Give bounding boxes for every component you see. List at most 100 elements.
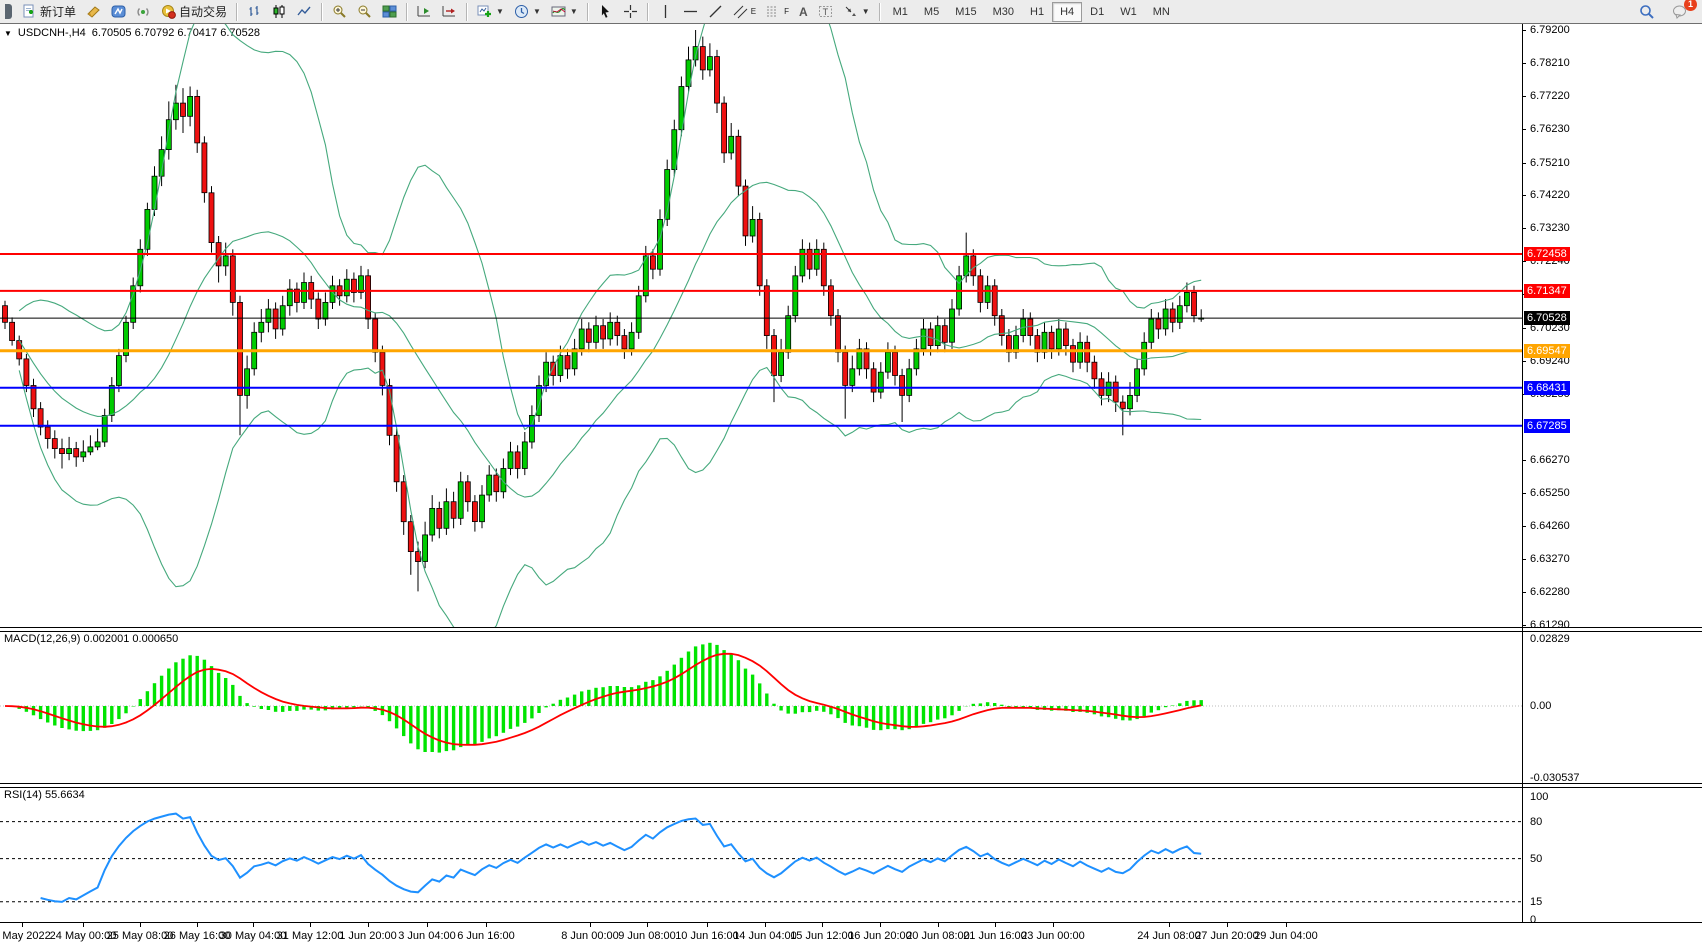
time-tick-label: 31 May 12:00 — [276, 930, 344, 942]
crosshair-icon — [623, 4, 638, 19]
line-chart-icon — [297, 4, 312, 19]
price-tick-label: 6.61290 — [1530, 619, 1570, 631]
signal-icon — [136, 4, 151, 19]
main-toolbar: 新订单 自动交易 — [0, 0, 1702, 24]
timeframe-button-h4[interactable]: H4 — [1052, 1, 1083, 22]
price-tick-label: 6.74220 — [1530, 189, 1570, 201]
timeframe-button-m5[interactable]: M5 — [923, 5, 940, 18]
trendline-tool[interactable] — [703, 1, 728, 22]
signal-button[interactable] — [131, 1, 156, 22]
clock-icon — [514, 4, 529, 19]
trendline-icon — [708, 4, 723, 19]
vertical-line-tool[interactable] — [653, 1, 678, 22]
notifications-button[interactable]: 1 — [1667, 0, 1697, 22]
time-tick-label: 20 Jun 08:00 — [906, 930, 970, 942]
tools-button[interactable] — [81, 1, 106, 22]
time-tick-label: 23 Jun 00:00 — [1021, 930, 1085, 942]
cursor-button[interactable] — [593, 1, 618, 22]
timeframe-button-d1[interactable]: D1 — [1090, 5, 1105, 18]
chart-title: ▼ USDCNH-,H4 6.70505 6.70792 6.70417 6.7… — [4, 27, 260, 39]
chat-bubble-icon — [1672, 4, 1687, 19]
price-tick — [1522, 163, 1526, 164]
search-button[interactable] — [1634, 1, 1659, 22]
timeframe-button-mn[interactable]: MN — [1152, 5, 1170, 18]
zoom-in-icon — [332, 4, 347, 19]
text-tool-letter: A — [799, 4, 808, 19]
timeframe-button-w1[interactable]: W1 — [1120, 5, 1137, 18]
chisel-icon — [86, 4, 101, 19]
price-tick — [1522, 63, 1526, 64]
price-tick-label: 6.78210 — [1530, 57, 1570, 69]
price-tick — [1522, 96, 1526, 97]
price-tick — [1522, 328, 1526, 329]
rsi-panel-separator[interactable] — [0, 783, 1702, 788]
arrows-tool[interactable]: ▼ — [838, 1, 875, 22]
line-chart-type-button[interactable] — [292, 1, 317, 22]
new-order-button[interactable]: 新订单 — [17, 0, 81, 23]
macd-axis-label: 0.00 — [1530, 700, 1552, 712]
periods-button[interactable]: ▼ — [509, 1, 546, 22]
price-axis[interactable]: 6.79200 6.78210 6.77220 6.76230 6.75210 6.742… — [1522, 24, 1702, 926]
templates-button[interactable]: ▼ — [546, 1, 583, 22]
price-tick-label: 6.64260 — [1530, 520, 1570, 532]
tile-windows-button[interactable] — [377, 1, 402, 22]
time-tick-label: 25 May 08:00 — [106, 930, 174, 942]
price-tick — [1522, 361, 1526, 362]
time-tick — [368, 923, 369, 927]
price-tick-label: 6.66270 — [1530, 454, 1570, 466]
macd-panel-separator[interactable] — [0, 627, 1702, 632]
chart-title-ohlc: 6.70505 6.70792 6.70417 6.70528 — [91, 27, 260, 39]
bollinger-middle-line — [18, 181, 1202, 498]
time-tick — [83, 923, 84, 927]
auto-scroll-button[interactable] — [412, 1, 437, 22]
text-tool[interactable]: A — [794, 2, 813, 22]
rsi-canvas[interactable] — [0, 786, 1522, 922]
price-level-badge-6.68431: 6.68431 — [1524, 381, 1570, 395]
fibonacci-tool[interactable]: F — [761, 1, 794, 22]
timeframe-button-m1[interactable]: M1 — [892, 5, 908, 18]
auto-trading-button[interactable]: 自动交易 — [156, 0, 232, 23]
price-tick — [1522, 30, 1526, 31]
equidistant-channel-tool[interactable]: E — [728, 1, 761, 22]
chart-shift-icon — [442, 4, 457, 19]
time-tick — [822, 923, 823, 927]
price-chart-canvas[interactable] — [0, 24, 1522, 627]
bar-chart-type-button[interactable] — [242, 1, 267, 22]
candlestick-type-button[interactable] — [267, 1, 292, 22]
price-tick-label: 6.63270 — [1530, 553, 1570, 565]
new-chart-icon — [477, 4, 492, 19]
price-tick-label: 6.65250 — [1530, 487, 1570, 499]
macd-histogram — [10, 642, 1203, 753]
channel-icon — [733, 4, 748, 19]
time-tick-label: 3 Jun 04:00 — [398, 930, 456, 942]
timeframe-button-h1[interactable]: H1 — [1030, 5, 1045, 18]
text-label-tool[interactable]: T — [813, 1, 838, 22]
price-tick — [1522, 625, 1526, 626]
candlestick-icon — [272, 4, 287, 19]
time-tick — [1053, 923, 1054, 927]
rsi-axis-label: 0 — [1530, 914, 1537, 926]
price-tick — [1522, 592, 1526, 593]
timeframe-button-m15[interactable]: M15 — [955, 5, 977, 18]
crosshair-button[interactable] — [618, 1, 643, 22]
svg-text:T: T — [822, 7, 828, 17]
new-chart-button[interactable]: ▼ — [472, 1, 509, 22]
auto-trading-icon — [161, 4, 176, 19]
templates-caret: ▼ — [569, 7, 578, 16]
chart-shift-button[interactable] — [437, 1, 462, 22]
metaquotes-button[interactable] — [106, 1, 131, 22]
time-axis-line — [0, 922, 1702, 923]
macd-canvas[interactable] — [0, 630, 1522, 783]
price-tick — [1522, 526, 1526, 527]
timeframe-button-m30[interactable]: M30 — [992, 5, 1014, 18]
time-tick — [253, 923, 254, 927]
zoom-out-button[interactable] — [352, 1, 377, 22]
horizontal-line-tool[interactable] — [678, 1, 703, 22]
symbol-dropdown-arrow[interactable]: ▼ — [4, 28, 12, 38]
time-tick — [197, 923, 198, 927]
zoom-in-button[interactable] — [327, 1, 352, 22]
notification-badge: 1 — [1684, 0, 1697, 11]
cursor-icon — [598, 4, 613, 19]
